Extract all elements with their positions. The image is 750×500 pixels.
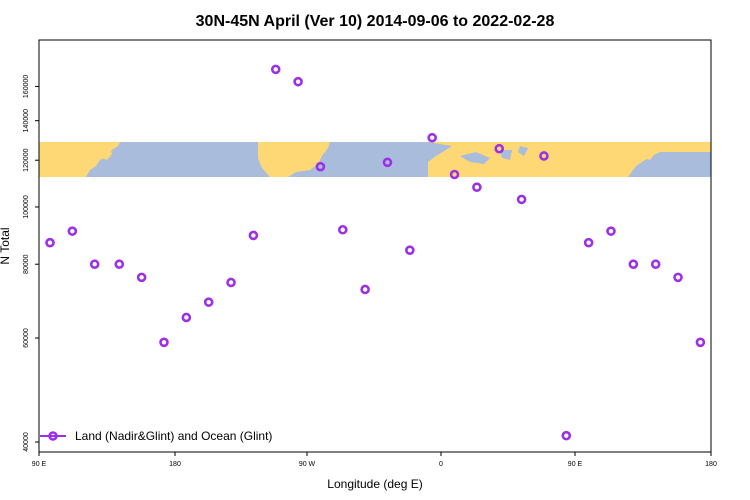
data-point bbox=[606, 226, 616, 236]
x-axis: 90 E 180 90 W 0 90 E 180 bbox=[32, 452, 717, 468]
data-point bbox=[67, 226, 78, 236]
data-point bbox=[203, 297, 214, 307]
data-point bbox=[695, 337, 706, 348]
x-tick-label: 180 bbox=[705, 461, 717, 468]
data-point bbox=[159, 337, 169, 348]
x-tick-label: 90 E bbox=[32, 461, 47, 468]
x-axis-label: Longitude (deg E) bbox=[327, 477, 422, 491]
y-tick-label: 80000 bbox=[23, 254, 30, 274]
legend-marker bbox=[48, 431, 58, 441]
data-point bbox=[337, 224, 348, 235]
data-point bbox=[673, 272, 683, 283]
data-point bbox=[516, 194, 527, 205]
y-tick-label: 100000 bbox=[23, 195, 30, 218]
world-map-strip bbox=[39, 142, 711, 177]
data-point bbox=[628, 259, 639, 270]
data-points bbox=[45, 64, 706, 441]
data-point bbox=[114, 259, 125, 270]
y-axis-label: N Total bbox=[0, 227, 12, 264]
data-point bbox=[449, 169, 460, 180]
data-point bbox=[226, 277, 236, 288]
data-point bbox=[136, 272, 147, 283]
y-tick-label: 160000 bbox=[23, 75, 30, 98]
data-point bbox=[427, 132, 437, 143]
chart-title: 30N-45N April (Ver 10) 2014-09-06 to 202… bbox=[196, 13, 555, 30]
y-tick-label: 60000 bbox=[23, 328, 30, 348]
data-point bbox=[89, 259, 100, 270]
data-point bbox=[650, 259, 661, 270]
data-point bbox=[293, 76, 303, 87]
y-tick-label: 140000 bbox=[23, 109, 30, 132]
y-axis: 40000 60000 80000 100000 120000 140000 160000 bbox=[23, 75, 39, 452]
y-tick-label: 120000 bbox=[23, 148, 30, 171]
data-point bbox=[270, 64, 281, 75]
data-point bbox=[561, 430, 572, 441]
plot-frame bbox=[38, 39, 712, 453]
data-point bbox=[181, 312, 192, 323]
data-point bbox=[315, 161, 326, 172]
data-point bbox=[472, 182, 482, 193]
data-point bbox=[360, 284, 370, 295]
x-tick-label: 0 bbox=[439, 461, 443, 468]
data-point bbox=[248, 230, 259, 241]
data-point bbox=[45, 237, 55, 248]
x-tick-label: 90 E bbox=[568, 461, 583, 468]
data-point bbox=[405, 245, 415, 255]
data-point bbox=[382, 157, 393, 168]
y-tick-label: 40000 bbox=[23, 432, 30, 452]
data-point bbox=[539, 151, 549, 161]
x-tick-label: 180 bbox=[169, 461, 181, 468]
legend: Land (Nadir&Glint) and Ocean (Glint) bbox=[40, 429, 272, 443]
x-tick-label: 90 W bbox=[299, 461, 316, 468]
legend-entry-label: Land (Nadir&Glint) and Ocean (Glint) bbox=[75, 429, 272, 443]
data-point bbox=[494, 143, 505, 154]
data-point bbox=[583, 237, 594, 248]
